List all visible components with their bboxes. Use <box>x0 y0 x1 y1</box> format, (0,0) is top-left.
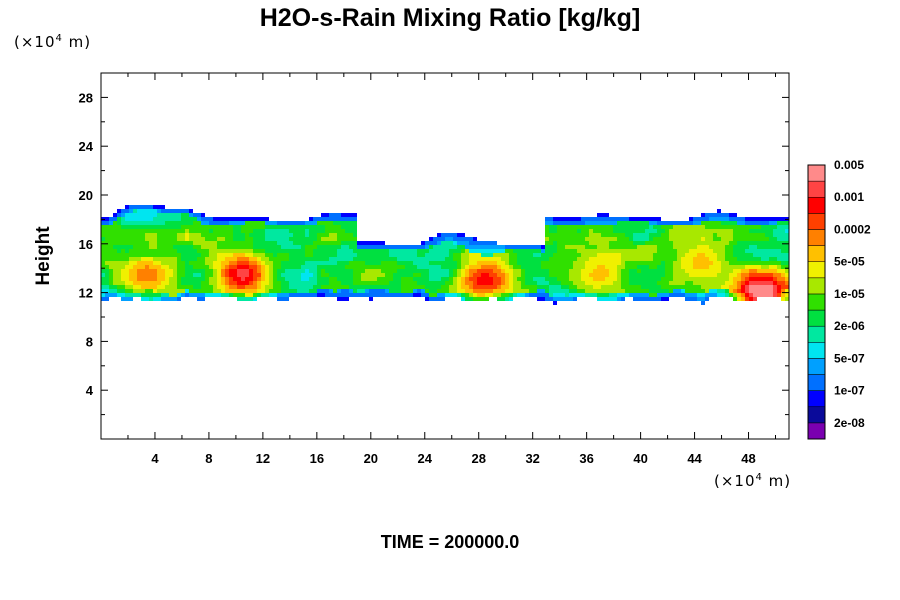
colorbar-bin-7 <box>807 309 826 327</box>
colorbar-bin-5 <box>807 342 826 359</box>
colorbar: 2e-08 1e-07 5e-07 2e-06 1e-05 5e-05 0.0002 0.00… <box>807 158 871 440</box>
y-axis-label: Height <box>33 226 54 286</box>
y-tick-label-12: 12 <box>79 286 93 301</box>
x-tick-label-4: 4 <box>151 451 159 466</box>
colorbar-frame <box>807 164 826 440</box>
x-tick-label-44: 44 <box>687 451 702 466</box>
colorbar-bin-16 <box>807 164 826 182</box>
colorbar-bin-15 <box>807 180 826 198</box>
x-tick-label-20: 20 <box>364 451 378 466</box>
y-tick-label-20: 20 <box>79 188 93 203</box>
colorbar-label-4: 1e-05 <box>834 287 865 301</box>
colorbar-label-0: 2e-08 <box>834 416 865 430</box>
colorbar-bin-9 <box>807 277 826 295</box>
heatmap-field <box>101 205 789 305</box>
x-tick-label-24: 24 <box>418 451 433 466</box>
colorbar-bin-0 <box>807 422 826 440</box>
y-tick-label-16: 16 <box>79 237 93 252</box>
x-unit-label: (×104 m) <box>714 472 792 490</box>
x-tick-label-8: 8 <box>205 451 212 466</box>
y-unit-label: (×104 m) <box>14 33 92 51</box>
colorbar-label-6: 0.0002 <box>834 222 871 236</box>
colorbar-bin-4 <box>807 358 826 375</box>
colorbar-bin-2 <box>807 390 826 408</box>
x-tick-label-40: 40 <box>633 451 647 466</box>
y-tick-label-28: 28 <box>79 90 93 105</box>
y-tick-label-4: 4 <box>86 383 94 398</box>
colorbar-bin-6 <box>807 325 826 343</box>
colorbar-bin-10 <box>807 261 826 279</box>
x-tick-label-32: 32 <box>525 451 539 466</box>
chart-title: H2O-s-Rain Mixing Ratio [kg/kg] <box>259 4 641 32</box>
plot-frame <box>100 72 790 440</box>
x-tick-label-12: 12 <box>256 451 270 466</box>
colorbar-bin-14 <box>807 196 826 214</box>
colorbar-bin-13 <box>807 213 826 230</box>
colorbar-label-8: 0.005 <box>834 158 864 172</box>
colorbar-bin-1 <box>807 406 826 424</box>
colorbar-label-1: 1e-07 <box>834 384 865 398</box>
y-tick-label-8: 8 <box>86 334 93 349</box>
colorbar-bin-8 <box>807 293 826 311</box>
x-tick-label-36: 36 <box>579 451 593 466</box>
colorbar-bin-12 <box>807 229 826 246</box>
x-tick-label-16: 16 <box>310 451 324 466</box>
colorbar-label-7: 0.001 <box>834 190 864 204</box>
colorbar-bin-11 <box>807 245 826 262</box>
y-tick-label-24: 24 <box>79 139 94 154</box>
colorbar-label-3: 2e-06 <box>834 319 865 333</box>
x-tick-label-28: 28 <box>471 451 485 466</box>
colorbar-label-5: 5e-05 <box>834 255 865 269</box>
colorbar-label-2: 5e-07 <box>834 351 865 365</box>
colorbar-bin-3 <box>807 374 826 391</box>
time-label: TIME = 200000.0 <box>380 532 520 552</box>
x-tick-label-48: 48 <box>741 451 755 466</box>
